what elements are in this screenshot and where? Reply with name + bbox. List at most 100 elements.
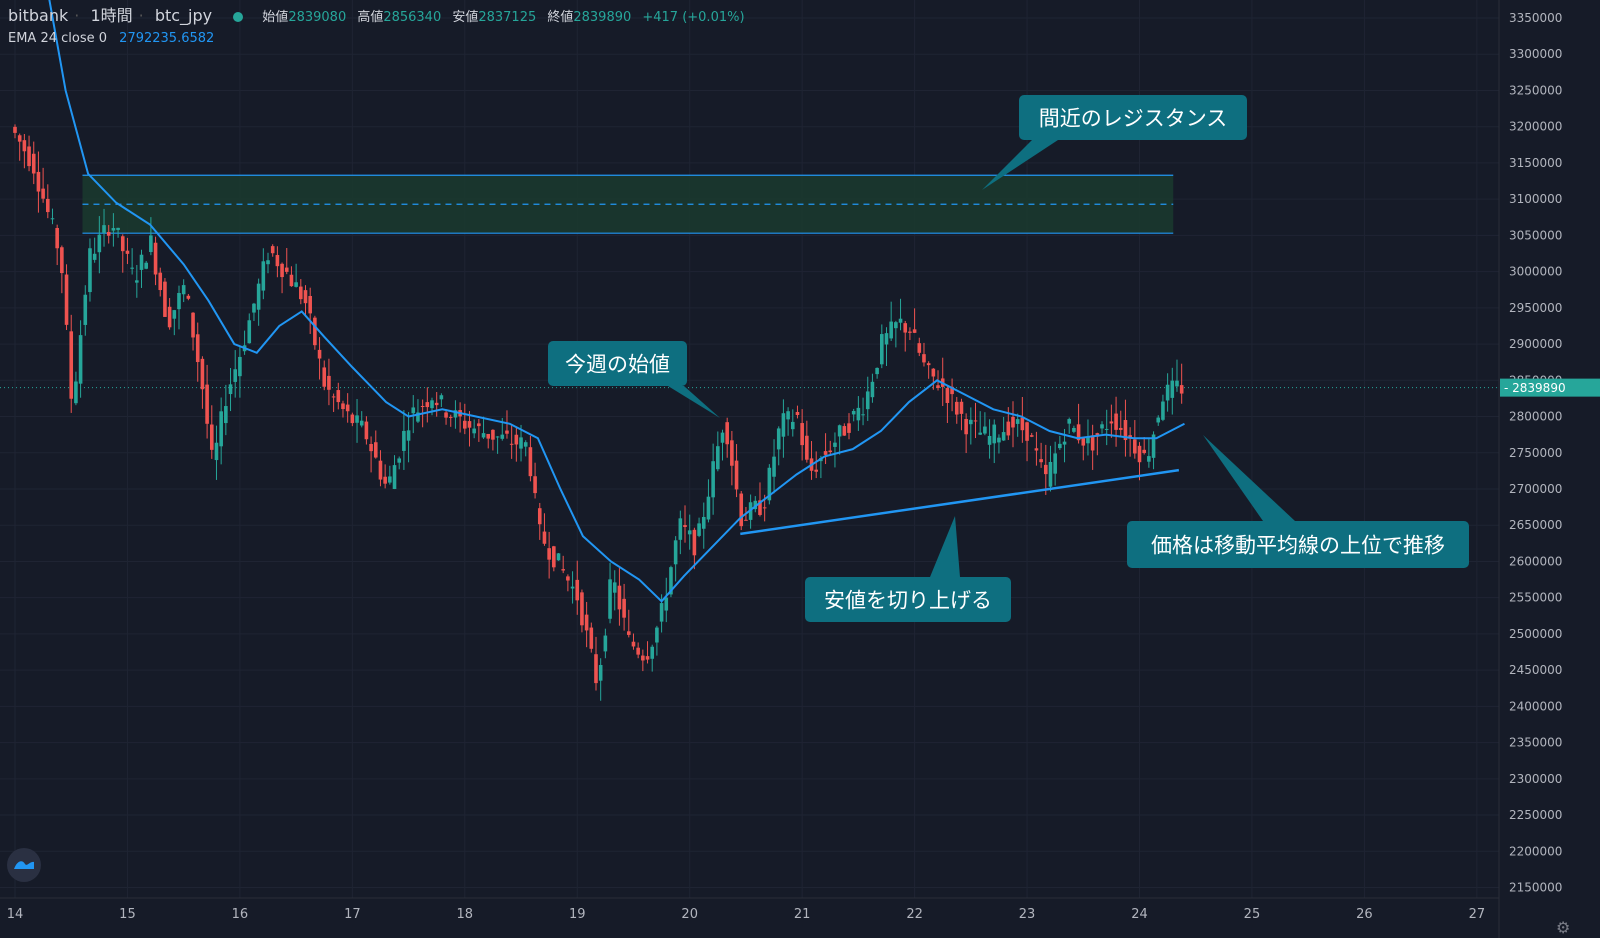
callout-resistance[interactable] — [1019, 95, 1247, 140]
candle-body — [509, 443, 514, 445]
candle-body — [195, 334, 200, 363]
candle-body — [1137, 445, 1142, 463]
callout-weekly-open-pointer — [668, 386, 720, 418]
candle-body — [692, 529, 697, 556]
candle-body — [1058, 443, 1062, 449]
candle-body — [31, 153, 36, 174]
candle-body — [481, 433, 486, 438]
candle-body — [1029, 435, 1034, 437]
candle-body — [416, 412, 420, 422]
indicator-legend[interactable]: EMA 24 close 0 2792235.6582 — [8, 31, 214, 46]
candle-body — [547, 548, 551, 560]
callout-weekly-open-text: 今週の始値 — [565, 353, 670, 377]
x-tick-label: 16 — [232, 907, 249, 922]
candle-body — [284, 267, 289, 272]
candle-body — [772, 456, 776, 477]
candle-body — [322, 367, 327, 387]
candle-body — [959, 401, 964, 414]
candle-body — [1179, 385, 1184, 394]
candle-body — [448, 416, 453, 418]
candle-body — [519, 437, 523, 449]
candle-body — [434, 402, 439, 406]
callout-above-ema-text: 価格は移動平均線の上位で推移 — [1151, 534, 1445, 558]
ema-line[interactable] — [48, 0, 1185, 603]
market-status-icon — [233, 11, 244, 22]
candle-body — [636, 647, 640, 655]
candle-body — [1156, 417, 1161, 423]
candle-body — [444, 412, 448, 418]
candle-body — [945, 388, 950, 403]
candle-body — [83, 294, 88, 325]
candle-body — [566, 576, 570, 581]
candle-body — [102, 225, 106, 233]
candle-body — [697, 523, 701, 536]
candle-body — [673, 540, 678, 565]
y-tick-label: 2800000 — [1509, 410, 1562, 424]
candle-body — [983, 426, 987, 434]
candle-body — [74, 381, 78, 404]
y-tick-label: 2150000 — [1509, 881, 1562, 895]
callout-above-ema[interactable] — [1127, 521, 1469, 568]
tradingview-logo-icon[interactable] — [7, 848, 41, 882]
candle-body — [289, 274, 294, 287]
candle-body — [219, 411, 223, 447]
indicator-name: EMA 24 close 0 — [8, 31, 108, 46]
candle-body — [701, 516, 706, 529]
candle-body — [238, 356, 242, 377]
candle-body — [1142, 449, 1146, 454]
symbol-name[interactable]: btc_jpy — [154, 6, 213, 25]
candle-body — [889, 321, 893, 339]
interval-label[interactable]: 1時間 — [90, 6, 133, 25]
y-tick-label: 3350000 — [1509, 11, 1562, 25]
candle-body — [116, 227, 120, 230]
candle-body — [453, 410, 458, 418]
y-tick-label: 2450000 — [1509, 663, 1562, 677]
candle-body — [294, 282, 298, 287]
candle-body — [711, 461, 715, 498]
candle-body — [233, 369, 238, 382]
gear-icon[interactable]: ⚙ — [1556, 918, 1571, 937]
candle-body — [397, 458, 402, 463]
candle-body — [795, 411, 800, 416]
candle-body — [716, 446, 720, 470]
candle-body — [922, 354, 926, 363]
y-tick-label: 2600000 — [1509, 554, 1562, 568]
candle-body — [781, 413, 786, 437]
candle-body — [303, 290, 308, 304]
candle-body — [594, 654, 598, 684]
callout-weekly-open[interactable] — [548, 341, 687, 386]
candle-body — [987, 435, 992, 445]
last-price-label: - 2839890 — [1504, 381, 1566, 395]
callout-higher-lows-pointer — [930, 516, 960, 577]
candle-body — [603, 635, 608, 652]
exchange-name[interactable]: bitbank — [8, 6, 69, 25]
y-tick-label: 3150000 — [1509, 156, 1562, 170]
candle-body — [659, 603, 664, 622]
candle-body — [1175, 380, 1179, 387]
candle-body — [561, 569, 565, 571]
logo-glyph — [14, 861, 34, 869]
candle-body — [865, 391, 870, 410]
candle-body — [805, 435, 809, 460]
x-tick-label: 20 — [681, 907, 698, 922]
candle-body — [575, 579, 580, 601]
candle-body — [997, 437, 1001, 443]
candle-body — [856, 407, 861, 421]
candle-body — [589, 627, 594, 649]
candle-body — [1067, 419, 1072, 424]
candle-body — [1104, 428, 1109, 430]
candle-body — [125, 250, 130, 254]
candle-body — [992, 424, 997, 444]
callout-higher-lows[interactable] — [805, 577, 1011, 622]
candle-body — [120, 236, 125, 252]
higher-lows-trendline[interactable] — [740, 468, 1180, 536]
candle-body — [149, 235, 153, 253]
candle-body — [495, 436, 500, 438]
candle-body — [833, 442, 837, 447]
candle-body — [36, 171, 41, 192]
candle-body — [45, 198, 50, 213]
x-tick-label: 14 — [7, 907, 24, 922]
candle-body — [1109, 421, 1114, 424]
